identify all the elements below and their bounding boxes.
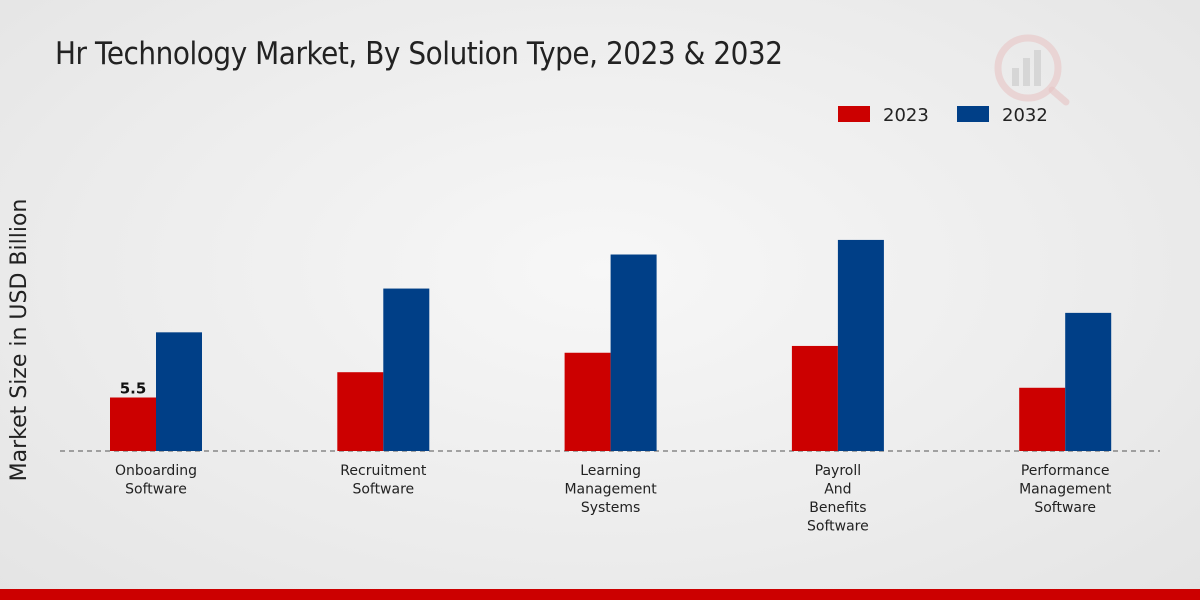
- bar-2023-4: [1019, 387, 1066, 451]
- bar-2032-2: [610, 254, 657, 451]
- legend: 2023 2032: [838, 105, 1048, 126]
- x-tick-label-1-1: Software: [352, 482, 414, 498]
- x-tick-label-1-0: Recruitment: [340, 463, 427, 479]
- x-tick-label-4-2: Software: [1034, 500, 1096, 516]
- bar-2032-4: [1065, 312, 1112, 451]
- legend-label-2032: 2032: [1002, 105, 1048, 126]
- bar-2023-3: [791, 345, 838, 451]
- x-tick-label-3-0: Payroll: [815, 463, 861, 479]
- data-label-0: 5.5: [120, 380, 147, 398]
- bar-2032-1: [383, 288, 430, 451]
- bars-group: [110, 239, 1112, 451]
- x-tick-label-3-2: Benefits: [809, 500, 866, 516]
- bottom-accent-bar: [0, 589, 1200, 600]
- legend-swatch-2032: [957, 106, 989, 122]
- x-tick-label-2-1: Management: [564, 482, 657, 498]
- bar-2023-0: [110, 397, 156, 451]
- chart-title: Hr Technology Market, By Solution Type, …: [55, 36, 783, 72]
- bar-2032-3: [837, 239, 884, 451]
- x-tick-label-2-2: Systems: [581, 500, 641, 516]
- x-tick-labels: Onboarding Software Recruitment Software Lea…: [115, 463, 1112, 535]
- bar-2023-1: [337, 372, 384, 451]
- x-tick-label-3-3: Software: [807, 519, 869, 535]
- x-tick-label-0-0: Onboarding: [115, 463, 197, 479]
- x-tick-label-4-1: Management: [1019, 482, 1112, 498]
- y-axis-label: Market Size in USD Billion: [7, 199, 32, 482]
- legend-swatch-2023: [838, 106, 870, 122]
- x-tick-label-0-1: Software: [125, 482, 187, 498]
- x-tick-label-2-0: Learning: [580, 463, 641, 479]
- x-tick-label-4-0: Performance: [1021, 463, 1110, 479]
- bar-2023-2: [564, 352, 611, 451]
- legend-label-2023: 2023: [883, 105, 929, 126]
- data-labels: 5.5: [120, 380, 147, 398]
- x-tick-label-3-1: And: [824, 482, 851, 498]
- watermark-logo-icon: [994, 34, 1070, 106]
- bar-2032-0: [156, 332, 202, 451]
